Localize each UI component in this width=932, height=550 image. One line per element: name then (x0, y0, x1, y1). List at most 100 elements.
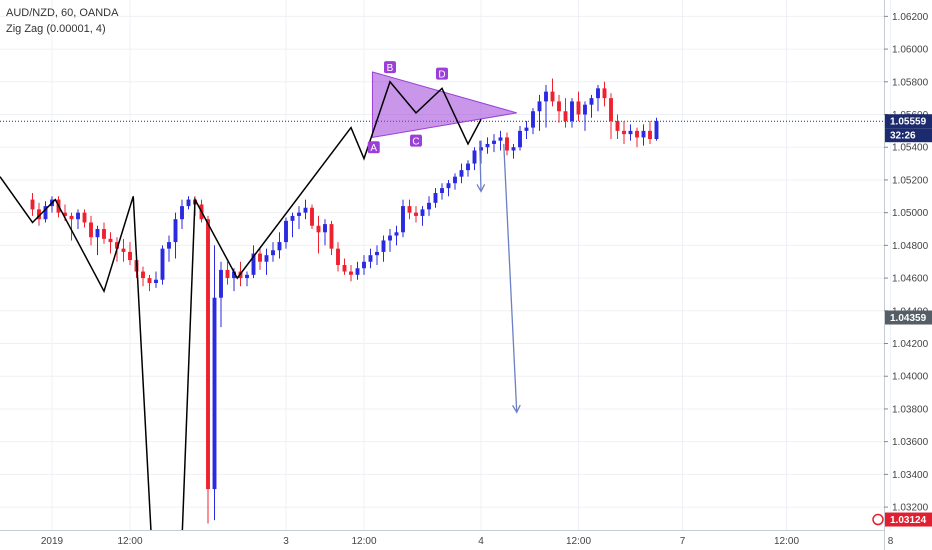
candle (576, 91, 581, 122)
candle-body (167, 242, 171, 249)
candle-body (30, 199, 35, 210)
pattern-point-b: B (384, 61, 396, 74)
candle-body (180, 206, 184, 220)
candle (485, 137, 490, 154)
candle-body (609, 98, 613, 122)
candle-body (407, 206, 412, 213)
candle-body (583, 104, 587, 115)
candle (466, 160, 470, 177)
alert-icon (872, 513, 884, 526)
candle (128, 242, 132, 265)
candle-body (69, 215, 74, 220)
low-price-badge: 1.03124 (885, 512, 932, 527)
candle (427, 196, 431, 216)
candle (186, 196, 191, 210)
candle-body (446, 183, 451, 189)
candle-body (550, 91, 555, 102)
candle (147, 274, 152, 292)
candle-body (173, 219, 178, 243)
candle-body (121, 248, 126, 252)
candle-body (303, 207, 308, 213)
candle (212, 245, 217, 521)
candle-body (544, 91, 548, 102)
pattern-point-d: D (436, 67, 448, 81)
candle-body (615, 121, 620, 131)
candle-body (212, 297, 217, 490)
candle (297, 206, 301, 230)
zigzag-line (0, 80, 482, 530)
candle-body (401, 206, 405, 233)
pattern-point-marker (367, 141, 380, 154)
y-tick-label: 1.05000 (892, 208, 929, 219)
candle-body (433, 193, 438, 203)
y-tick-label: 1.04600 (892, 274, 929, 285)
candle (329, 220, 334, 256)
candle (154, 271, 158, 288)
low-price-badge-bg (885, 512, 932, 527)
candle (433, 188, 438, 208)
candle-body (63, 212, 67, 216)
candle (492, 134, 496, 153)
candle (290, 212, 295, 238)
y-tick-label: 1.06200 (892, 12, 929, 23)
pattern-point-label: A (370, 143, 377, 154)
pattern-point-label: D (438, 70, 445, 81)
y-tick-label: 1.03400 (892, 470, 929, 481)
candle (440, 183, 444, 200)
candle-body (43, 206, 48, 220)
candle-body (297, 212, 301, 216)
candle-body (518, 130, 522, 148)
candle-body (245, 274, 249, 279)
candle (628, 124, 633, 141)
candle-body (498, 137, 503, 141)
candle (602, 81, 607, 107)
candle-body (310, 207, 314, 226)
candle-body (414, 212, 418, 216)
candle (349, 265, 353, 282)
candle (615, 114, 620, 140)
candle (550, 78, 555, 107)
candle-body (89, 222, 93, 238)
candle (277, 232, 282, 259)
candle-body (505, 137, 509, 151)
pattern-point-c: C (410, 134, 422, 148)
candle (557, 94, 561, 123)
candle (30, 193, 35, 216)
countdown-badge-bg (885, 128, 932, 143)
candle-body (76, 212, 80, 220)
candle-body (394, 232, 399, 236)
candle (316, 215, 321, 254)
pattern-point-a: A (367, 141, 380, 154)
candle-body (388, 235, 392, 241)
candle (310, 204, 314, 230)
candle-body (472, 150, 477, 164)
candle (446, 179, 451, 197)
candle-body (258, 253, 262, 262)
current-price-badge: 1.05559 (885, 114, 932, 129)
y-tick-label: 1.04000 (892, 372, 929, 383)
candle-body (570, 101, 574, 122)
candle (336, 242, 340, 272)
candle (407, 199, 412, 220)
candle-body (141, 271, 145, 279)
symbol-title: AUD/NZD, 60, OANDA (6, 7, 119, 19)
candle-body (375, 251, 379, 256)
candle (271, 242, 275, 262)
mid-price-badge-text: 1.04359 (890, 313, 927, 324)
candle-body (589, 98, 594, 105)
candle (76, 209, 80, 230)
candle (388, 229, 392, 252)
candle (648, 121, 652, 144)
candle-body (459, 170, 464, 177)
candle-body (206, 219, 210, 490)
candle-body (277, 242, 282, 251)
candle (284, 217, 288, 249)
x-tick-label: 7 (680, 536, 686, 547)
candle (102, 222, 106, 244)
candle (622, 121, 626, 144)
candle (258, 248, 262, 270)
plot-area: A B C D (0, 61, 884, 530)
candle-body (531, 111, 535, 128)
candle (108, 232, 113, 254)
